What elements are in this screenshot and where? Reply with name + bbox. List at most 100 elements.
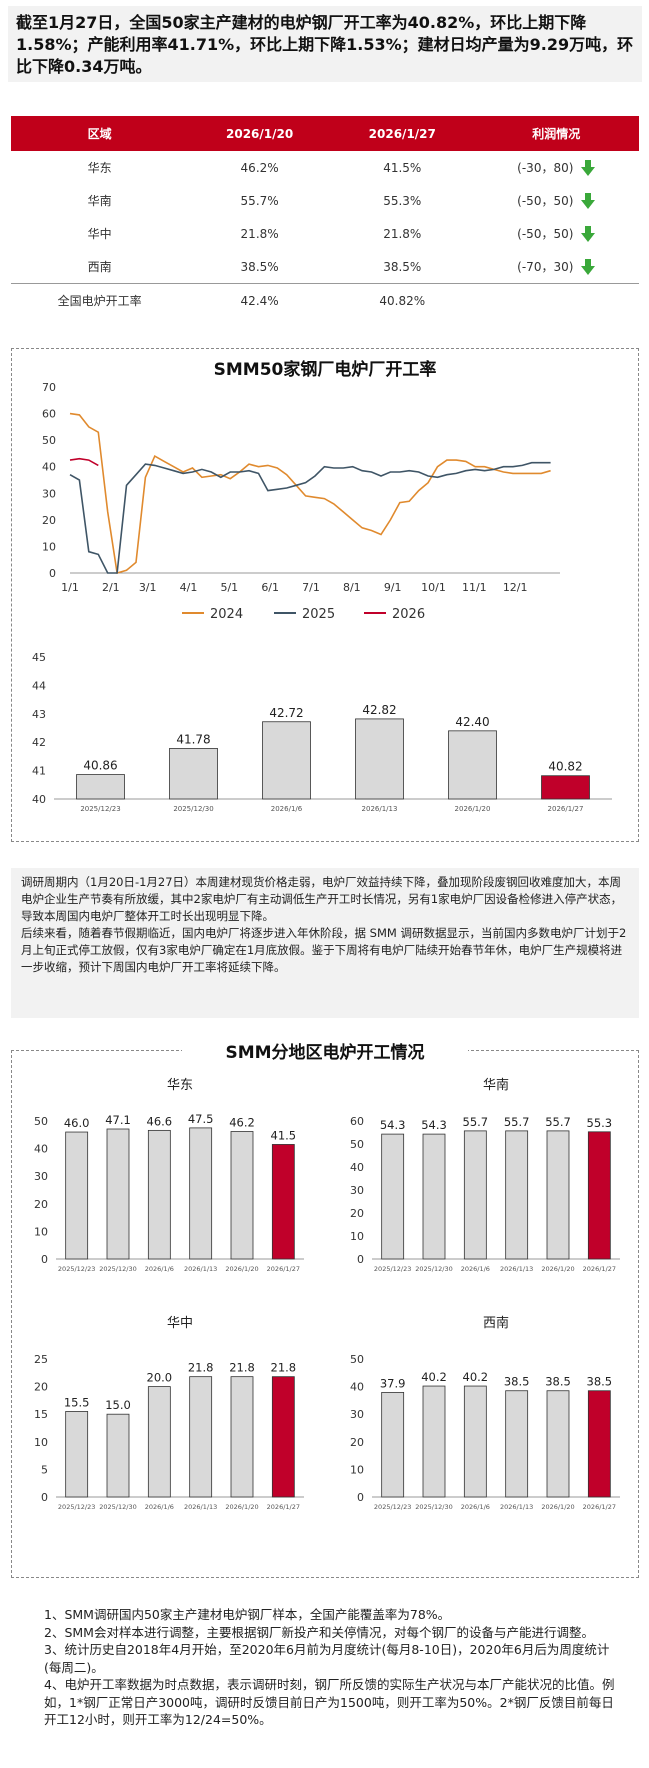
data-label: 40.2: [463, 1370, 489, 1384]
y-tick-label: 20: [34, 1198, 48, 1211]
data-label: 46.6: [147, 1114, 173, 1128]
category-label: 2025/12/30: [99, 1503, 136, 1511]
table-row: 华中 21.8% 21.8% (-50，50): [11, 217, 639, 250]
bar-chart-central: 华中 0 5 10 15 20 25 15.5 2025/12/23 15.0 2025/12/30…: [34, 1316, 304, 1511]
date1-cell: 38.5%: [240, 259, 279, 274]
data-label: 40.2: [421, 1370, 447, 1384]
regional-rate-panel: SMM分地区电炉开工情况 华东 0 10 20 30 40 50 46.0 2025/12/23…: [11, 1038, 639, 1578]
table-row: 华南 55.7% 55.3% (-50，50): [11, 184, 639, 217]
y-tick-label: 50: [350, 1353, 364, 1366]
bar: [448, 730, 497, 800]
bar: [271, 1144, 295, 1260]
down-arrow-icon: [581, 259, 596, 276]
analysis-paragraph-2: 后续来看，随着春节假期临近，国内电炉厂将逐步进入年休阶段，据 SMM 调研数据显…: [21, 926, 627, 974]
y-tick-label: 30: [42, 487, 56, 500]
category-label: 2026/1/6: [271, 805, 303, 813]
region-cell: 华东: [87, 161, 112, 175]
data-label: 40.86: [83, 759, 117, 773]
bar: [147, 1129, 171, 1260]
data-label: 21.8: [229, 1361, 255, 1375]
bar: [230, 1131, 254, 1260]
bar-chart-south: 华南 0 10 20 30 40 50 60 54.3 2025/12/23 54.3 2025/12…: [350, 1077, 620, 1273]
series-line-2025: [69, 461, 551, 574]
category-label: 2026/1/27: [583, 1265, 616, 1273]
y-tick-label: 20: [350, 1207, 364, 1220]
category-label: 2025/12/23: [80, 805, 120, 813]
category-label: 2026/1/20: [541, 1503, 574, 1511]
category-label: 2026/1/6: [145, 1265, 174, 1273]
panel-title-national: SMM50家钢厂电炉厂开工率: [213, 360, 437, 380]
date2-cell: 38.5%: [383, 259, 422, 274]
bar: [505, 1390, 529, 1498]
y-tick-label: 15: [34, 1408, 48, 1421]
down-arrow-icon: [581, 193, 596, 210]
bar: [189, 1127, 213, 1260]
category-label: 2026/1/20: [225, 1265, 258, 1273]
table-header-row: 区域 2026/1/20 2026/1/27 利润情况: [11, 116, 639, 151]
profit-cell: [473, 283, 639, 317]
data-label: 37.9: [380, 1376, 406, 1390]
y-tick-label: 45: [32, 651, 46, 664]
y-tick-label: 40: [32, 793, 46, 806]
table-row: 华东 46.2% 41.5% (-30，80): [11, 151, 639, 184]
bar: [147, 1386, 171, 1498]
bar: [65, 1131, 89, 1260]
category-label: 2025/12/23: [58, 1503, 95, 1511]
data-label: 46.0: [64, 1116, 90, 1130]
x-tick-label: 7/1: [302, 581, 320, 594]
y-tick-label: 40: [42, 461, 56, 474]
header-profit: 利润情况: [473, 116, 639, 151]
line-chart: 0 10 20 30 40 50 60 70 1/1 2/1 3/1 4/1 5/1 6/1 7/1 8/1 9…: [42, 381, 560, 622]
bar-chart-southwest: 西南 0 10 20 30 40 50 37.9 2025/12/23 40.2 2025/12/3…: [350, 1315, 620, 1511]
data-label: 55.7: [545, 1115, 571, 1129]
data-label: 38.5: [504, 1375, 530, 1389]
y-tick-label: 43: [32, 708, 46, 721]
bar: [381, 1391, 405, 1498]
x-tick-label: 4/1: [180, 581, 198, 594]
bar: [587, 1131, 611, 1260]
bar: [587, 1390, 611, 1498]
x-tick-label: 5/1: [220, 581, 238, 594]
date1-cell: 21.8%: [240, 226, 279, 241]
bar: [546, 1130, 570, 1260]
data-label: 55.7: [504, 1115, 530, 1129]
data-label: 15.0: [105, 1398, 131, 1412]
data-label: 47.1: [105, 1113, 131, 1127]
y-tick-label: 44: [32, 679, 46, 692]
national-rate-panel: SMM50家钢厂电炉厂开工率 0 10 20 30 40 50 60 70 1/1 2/1 3/1 4…: [11, 348, 639, 842]
data-label: 42.82: [362, 703, 396, 717]
y-tick-label: 20: [350, 1436, 364, 1449]
category-label: 2025/12/23: [58, 1265, 95, 1273]
category-label: 2025/12/30: [173, 805, 213, 813]
chart-title: 华南: [483, 1077, 509, 1093]
date2-cell: 41.5%: [383, 160, 422, 175]
category-label: 2026/1/13: [184, 1265, 217, 1273]
bar: [106, 1413, 130, 1498]
analysis-paragraph-1: 调研周期内（1月20日-1月27日）本周建材现货价格走弱，电炉厂效益持续下降，叠…: [21, 875, 623, 923]
region-table: 区域 2026/1/20 2026/1/27 利润情况 华东 46.2% 41.5%…: [11, 116, 639, 317]
date1-cell: 46.2%: [240, 160, 279, 175]
y-tick-label: 50: [350, 1138, 364, 1151]
y-tick-label: 42: [32, 736, 46, 749]
y-tick-label: 20: [34, 1381, 48, 1394]
note-1: 1、SMM调研国内50家主产建材电炉钢厂样本，全国产能覆盖率为78%。: [44, 1607, 451, 1622]
y-tick-label: 10: [42, 540, 56, 553]
data-label: 54.3: [421, 1118, 447, 1132]
bar: [422, 1385, 446, 1498]
bar-chart-national: 40 41 42 43 44 45 40.86 2025/12/23 41.78 2025/12/…: [32, 651, 612, 813]
profit-cell: (-50，50): [474, 217, 639, 250]
data-label: 54.3: [380, 1118, 406, 1132]
y-tick-label: 10: [34, 1436, 48, 1449]
category-label: 2025/12/30: [99, 1265, 136, 1273]
x-tick-label: 6/1: [261, 581, 279, 594]
y-tick-label: 40: [350, 1381, 364, 1394]
bar: [230, 1376, 254, 1498]
y-tick-label: 30: [350, 1184, 364, 1197]
category-label: 2025/12/23: [374, 1265, 411, 1273]
date2-cell: 55.3%: [383, 193, 422, 208]
y-tick-label: 10: [350, 1230, 364, 1243]
bar: [76, 774, 125, 800]
region-cell: 华南: [87, 194, 112, 208]
y-tick-label: 0: [357, 1253, 364, 1266]
y-tick-label: 60: [42, 408, 56, 421]
